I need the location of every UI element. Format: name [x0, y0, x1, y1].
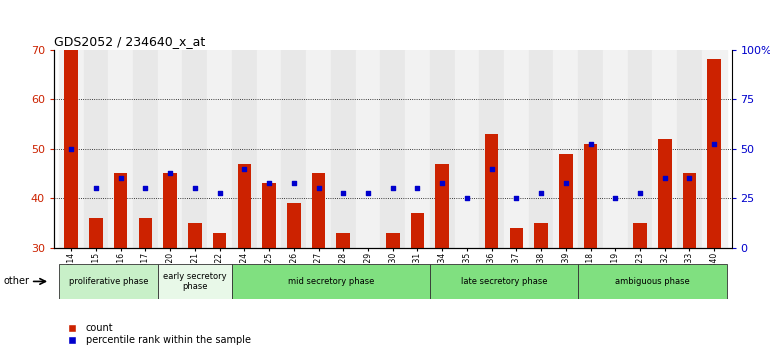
Point	[387, 185, 399, 191]
Bar	[510, 228, 523, 248]
Bar	[232, 264, 430, 299]
Point	[189, 185, 201, 191]
Bar	[534, 223, 548, 248]
Bar	[578, 50, 603, 248]
Bar	[405, 50, 430, 248]
Bar	[454, 50, 479, 248]
Bar	[237, 164, 251, 248]
Bar	[578, 264, 727, 299]
Point	[164, 171, 176, 176]
Bar	[213, 233, 226, 248]
Point	[313, 185, 325, 191]
Bar	[356, 50, 380, 248]
Point	[238, 166, 250, 171]
Bar	[336, 233, 350, 248]
Point	[560, 181, 572, 186]
Legend: count, percentile rank within the sample: count, percentile rank within the sample	[59, 319, 255, 349]
Bar	[628, 50, 652, 248]
Text: proliferative phase: proliferative phase	[69, 277, 148, 286]
Bar	[386, 233, 400, 248]
Bar	[380, 50, 405, 248]
Text: ambiguous phase: ambiguous phase	[615, 277, 690, 286]
Point	[658, 176, 671, 181]
Point	[362, 190, 374, 196]
Bar	[504, 50, 529, 248]
Point	[535, 190, 547, 196]
Bar	[652, 50, 677, 248]
Bar	[59, 50, 84, 248]
Point	[288, 181, 300, 186]
Point	[634, 190, 646, 196]
Bar	[158, 50, 182, 248]
Point	[65, 146, 77, 152]
Point	[584, 141, 597, 147]
Point	[411, 185, 424, 191]
Bar	[708, 59, 721, 248]
Bar	[232, 50, 256, 248]
Bar	[182, 50, 207, 248]
Bar	[163, 173, 177, 248]
Bar	[485, 134, 498, 248]
Bar	[287, 203, 300, 248]
Bar	[59, 264, 158, 299]
Point	[213, 190, 226, 196]
Bar	[84, 50, 109, 248]
Bar	[410, 213, 424, 248]
Bar	[158, 264, 232, 299]
Bar	[312, 173, 325, 248]
Point	[90, 185, 102, 191]
Point	[436, 181, 448, 186]
Bar	[281, 50, 306, 248]
Bar	[435, 164, 449, 248]
Bar	[554, 50, 578, 248]
Bar	[89, 218, 102, 248]
Bar	[633, 223, 647, 248]
Bar	[479, 50, 504, 248]
Bar	[584, 144, 598, 248]
Text: mid secretory phase: mid secretory phase	[288, 277, 374, 286]
Bar	[65, 50, 78, 248]
Point	[337, 190, 350, 196]
Point	[708, 141, 721, 147]
Text: other: other	[4, 276, 30, 286]
Bar	[207, 50, 232, 248]
Bar	[658, 139, 671, 248]
Point	[139, 185, 152, 191]
Bar	[683, 173, 696, 248]
Bar	[430, 50, 454, 248]
Point	[683, 176, 695, 181]
Bar	[603, 50, 628, 248]
Point	[263, 181, 275, 186]
Point	[115, 176, 127, 181]
Bar	[139, 218, 152, 248]
Text: GDS2052 / 234640_x_at: GDS2052 / 234640_x_at	[54, 35, 205, 48]
Point	[485, 166, 497, 171]
Bar	[701, 50, 727, 248]
Bar	[677, 50, 701, 248]
Point	[460, 195, 473, 201]
Point	[609, 195, 621, 201]
Bar	[133, 50, 158, 248]
Bar	[256, 50, 281, 248]
Point	[511, 195, 523, 201]
Bar	[188, 223, 202, 248]
Bar	[306, 50, 331, 248]
Bar	[529, 50, 554, 248]
Text: early secretory
phase: early secretory phase	[163, 272, 226, 291]
Bar	[263, 183, 276, 248]
Bar	[109, 50, 133, 248]
Bar	[430, 264, 578, 299]
Bar	[331, 50, 356, 248]
Bar	[559, 154, 573, 248]
Bar	[114, 173, 128, 248]
Text: late secretory phase: late secretory phase	[460, 277, 547, 286]
